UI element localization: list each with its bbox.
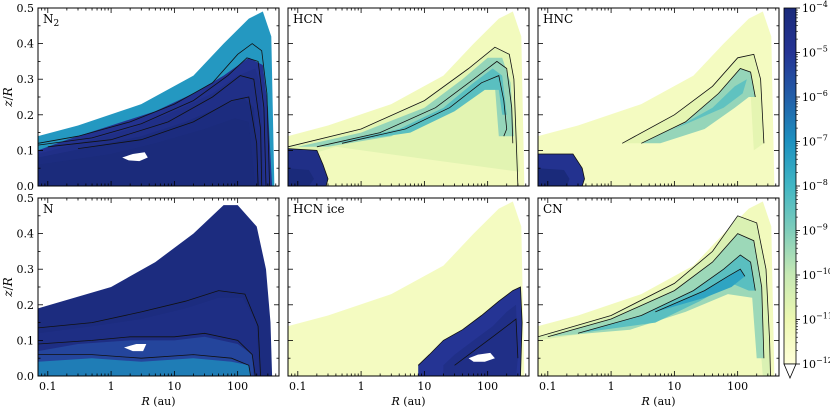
y-axis-label: z/R — [1, 87, 15, 107]
colorbar-tick-label: 10−11 — [802, 312, 830, 327]
x-tick-label: 100 — [477, 380, 498, 393]
panel-label: HCN — [293, 12, 323, 26]
contour-line — [316, 60, 514, 148]
colorbar: 10−4 10−5 10−6 10−7 10−8 10−9 10−10 10−11 10−12 — [783, 0, 830, 380]
colorbar-tick-label: 10−7 — [802, 134, 828, 149]
panel-hcn-ice: HCN ice 0.1 1 10 100 R (au) — [287, 197, 530, 408]
y-tick-label: 0.3 — [17, 73, 35, 86]
abundance-region — [38, 358, 251, 376]
contour-line — [38, 290, 261, 376]
panel-label: N — [43, 202, 54, 216]
y-tick-label: 0.1 — [17, 334, 35, 347]
y-tick-label: 0.3 — [17, 263, 35, 276]
x-axis-label: R (au) — [640, 395, 675, 408]
x-tick-label: 1 — [108, 380, 115, 393]
panel-plot-area — [288, 201, 525, 376]
x-axis-label: R (au) — [390, 395, 425, 408]
abundance-region — [468, 352, 495, 362]
colorbar-tick-label: 10−8 — [802, 178, 828, 193]
x-tick-label: 0.1 — [289, 380, 307, 393]
abundance-region — [641, 68, 756, 144]
panel-hcn: HCN — [287, 7, 530, 187]
colorbar-tick-label: 10−6 — [802, 89, 828, 104]
contour-line — [288, 148, 329, 186]
contour-line — [288, 46, 519, 186]
panel-plot-area — [288, 11, 525, 186]
contour-line — [417, 286, 523, 376]
colorbar-tick-label: 10−4 — [802, 0, 828, 15]
y-tick-label: 0.1 — [17, 144, 35, 157]
contour-line — [341, 75, 508, 144]
abundance-region — [578, 255, 756, 334]
panel-plot-area — [538, 201, 775, 376]
x-axis-label: R (au) — [140, 395, 175, 408]
contour-line — [38, 354, 251, 376]
contour-line — [77, 96, 259, 186]
abundance-region — [443, 304, 518, 376]
x-tick-label: 10 — [167, 380, 181, 393]
contour-line — [538, 215, 771, 376]
y-tick-label: 0.2 — [17, 299, 35, 312]
panel-cn: CN 0.1 1 10 100 R (au) — [537, 197, 780, 408]
abundance-region — [38, 118, 256, 186]
panel-n: N 0.0 0.1 0.2 0.3 0.4 0.5 z/R 0.1 1 10 100 R (au) — [1, 192, 280, 408]
y-tick-label: 0.0 — [17, 180, 35, 193]
x-tick-label: 10 — [417, 380, 431, 393]
y-tick-label: 0.0 — [17, 370, 35, 383]
panel-plot-area — [538, 11, 775, 186]
x-tick-label: 100 — [727, 380, 748, 393]
abundance-region — [288, 168, 314, 186]
colorbar-scale — [783, 7, 797, 365]
contour-line — [538, 153, 585, 186]
x-tick-label: 1 — [608, 380, 615, 393]
contour-line — [454, 318, 519, 366]
y-tick-label: 0.5 — [17, 2, 35, 15]
panel-hnc: HNC — [537, 7, 780, 187]
y-axis-label: z/R — [1, 277, 15, 297]
colorbar-extend-arrow — [783, 363, 797, 380]
contour-line — [38, 332, 256, 376]
abundance-region — [297, 57, 514, 147]
abundance-region — [122, 152, 148, 162]
x-tick-label: 1 — [358, 380, 365, 393]
contour-line — [47, 75, 263, 186]
disk-background — [538, 11, 775, 186]
contour-line — [641, 68, 756, 144]
panel-label: CN — [543, 202, 563, 216]
y-tick-label: 0.4 — [17, 228, 35, 241]
panel-plot-area — [38, 205, 273, 376]
y-tick-label: 0.5 — [17, 192, 35, 205]
abundance-region — [538, 168, 570, 186]
panel-label: HCN ice — [293, 202, 345, 216]
contour-line — [38, 57, 267, 186]
contour-line — [38, 43, 270, 186]
panel-n2: N2 0.0 0.1 0.2 0.3 0.4 0.5 z/R — [1, 2, 280, 193]
panel-label: N2 — [43, 12, 59, 29]
contour-line — [547, 233, 765, 359]
abundance-region — [124, 344, 147, 352]
x-tick-label: 100 — [227, 380, 248, 393]
x-tick-label: 0.1 — [539, 380, 557, 393]
contour-line — [622, 53, 765, 144]
x-tick-label: 0.1 — [39, 380, 57, 393]
abundance-region — [538, 215, 771, 376]
abundance-region — [335, 68, 507, 144]
panel-label: HNC — [543, 12, 573, 26]
colorbar-tick-label: 10−12 — [802, 356, 830, 371]
colorbar-tick-label: 10−10 — [802, 267, 830, 282]
x-tick-label: 10 — [667, 380, 681, 393]
colorbar-tick-label: 10−9 — [802, 223, 828, 238]
contour-line — [577, 254, 756, 334]
y-tick-label: 0.4 — [17, 38, 35, 51]
y-tick-label: 0.2 — [17, 109, 35, 122]
colorbar-tick-label: 10−5 — [802, 45, 828, 60]
abundance-region — [622, 54, 764, 151]
contour-line — [655, 268, 746, 313]
abundance-region — [674, 79, 747, 129]
panel-plot-area — [38, 11, 275, 186]
